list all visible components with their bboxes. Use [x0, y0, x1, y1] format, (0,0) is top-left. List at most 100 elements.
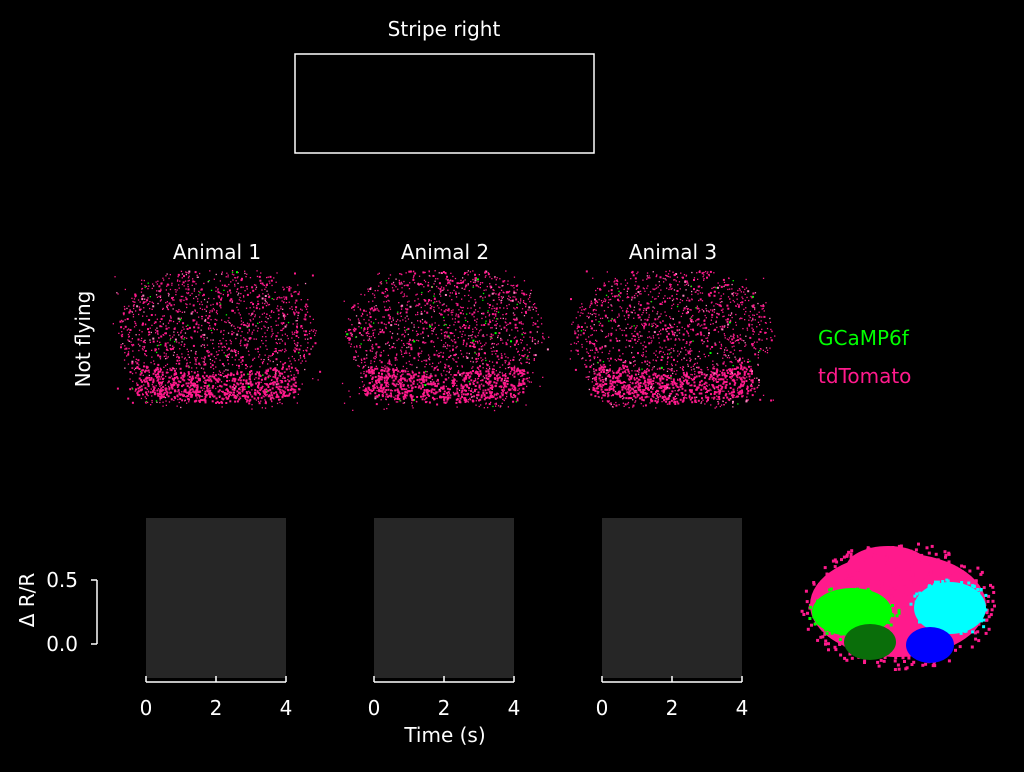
- brain-speckle: [404, 353, 405, 354]
- brain-speckle: [363, 390, 364, 391]
- brain-speckle: [135, 361, 136, 362]
- brain-speckle: [239, 299, 240, 300]
- brain-speckle: [295, 306, 297, 308]
- brain-speckle: [724, 282, 725, 283]
- brain-speckle: [256, 270, 257, 271]
- brain-speckle: [463, 393, 465, 395]
- brain-speckle: [181, 344, 182, 345]
- brain-speckle: [421, 377, 422, 378]
- brain-speckle: [157, 297, 158, 298]
- brain-speckle: [259, 371, 260, 372]
- brain-speckle: [454, 285, 455, 286]
- brain-speckle: [367, 329, 368, 330]
- brain-speckle: [464, 327, 466, 329]
- brain-speckle: [381, 373, 383, 375]
- brain-speckle: [135, 388, 137, 390]
- brain-speckle: [495, 398, 497, 400]
- brain-speckle: [139, 368, 141, 370]
- brain-speckle: [488, 373, 490, 375]
- brain-speckle: [388, 386, 389, 387]
- brain-speckle: [443, 352, 444, 353]
- brain-speckle: [157, 354, 159, 356]
- brain-speckle: [392, 383, 394, 385]
- brain-speckle: [241, 323, 242, 324]
- brain-speckle: [236, 271, 238, 273]
- brain-speckle: [376, 366, 377, 367]
- brain-speckle: [466, 272, 467, 273]
- brain-speckle: [220, 372, 221, 373]
- brain-speckle: [294, 312, 296, 314]
- brain-speckle: [250, 370, 252, 372]
- brain-speckle: [242, 391, 243, 392]
- brain-speckle: [517, 319, 518, 320]
- brain-speckle: [197, 275, 198, 276]
- brain-speckle: [525, 404, 526, 405]
- brain-speckle: [230, 281, 231, 282]
- brain-speckle: [174, 304, 175, 305]
- brain-speckle: [228, 317, 229, 318]
- brain-speckle: [347, 338, 348, 339]
- brain-speckle: [236, 307, 237, 308]
- brain-speckle: [125, 319, 126, 320]
- brain-speckle: [395, 378, 397, 380]
- brain-speckle: [422, 393, 424, 395]
- brain-speckle: [475, 352, 476, 353]
- brain-speckle: [431, 328, 432, 329]
- brain-speckle: [586, 377, 587, 378]
- brain-speckle: [388, 300, 389, 301]
- brain-speckle: [274, 376, 276, 378]
- brain-speckle: [502, 298, 503, 299]
- brain-speckle: [401, 347, 402, 348]
- brain-speckle: [278, 339, 279, 340]
- brain-speckle: [394, 398, 396, 400]
- brain-speckle: [238, 379, 240, 381]
- brain-speckle: [635, 327, 636, 328]
- brain-speckle: [653, 323, 654, 324]
- brain-speckle: [369, 312, 370, 313]
- brain-speckle: [310, 337, 312, 339]
- brain-image-frame: [568, 270, 776, 410]
- brain-speckle: [374, 297, 375, 298]
- brain-speckle: [716, 399, 717, 400]
- brain-speckle: [140, 310, 141, 311]
- brain-speckle: [306, 309, 307, 310]
- brain-speckle: [739, 288, 740, 289]
- brain-speckle: [506, 380, 508, 382]
- brain-speckle: [205, 401, 207, 403]
- brain-speckle: [129, 332, 130, 333]
- brain-speckle: [441, 309, 442, 310]
- brain-speckle: [665, 271, 666, 272]
- brain-speckle: [244, 386, 246, 388]
- brain-speckle: [204, 393, 206, 395]
- brain-speckle: [497, 337, 498, 338]
- brain-speckle: [702, 272, 704, 274]
- brain-speckle: [177, 281, 178, 282]
- brain-speckle: [479, 330, 480, 331]
- brain-speckle: [381, 376, 383, 378]
- brain-speckle: [157, 367, 159, 369]
- brain-speckle: [468, 399, 469, 400]
- brain-speckle: [702, 300, 703, 301]
- brain-speckle: [490, 336, 491, 337]
- brain-speckle: [390, 274, 391, 275]
- brain-speckle: [153, 341, 155, 343]
- brain-speckle: [155, 329, 156, 330]
- brain-speckle: [464, 397, 466, 399]
- brain-speckle: [428, 335, 429, 336]
- brain-speckle: [196, 364, 197, 365]
- brain-speckle: [294, 343, 295, 344]
- brain-speckle: [195, 354, 196, 355]
- brain-speckle: [225, 402, 227, 404]
- brain-speckle: [353, 330, 355, 332]
- brain-speckle: [254, 284, 255, 285]
- brain-speckle: [305, 314, 307, 316]
- brain-speckle: [386, 282, 387, 283]
- brain-speckle: [175, 289, 176, 290]
- brain-speckle: [229, 400, 231, 402]
- brain-speckle: [270, 398, 272, 400]
- brain-speckle: [680, 288, 681, 289]
- brain-speckle: [705, 271, 706, 272]
- brain-speckle: [148, 391, 149, 392]
- brain-speckle: [466, 314, 467, 315]
- brain-speckle: [418, 372, 420, 374]
